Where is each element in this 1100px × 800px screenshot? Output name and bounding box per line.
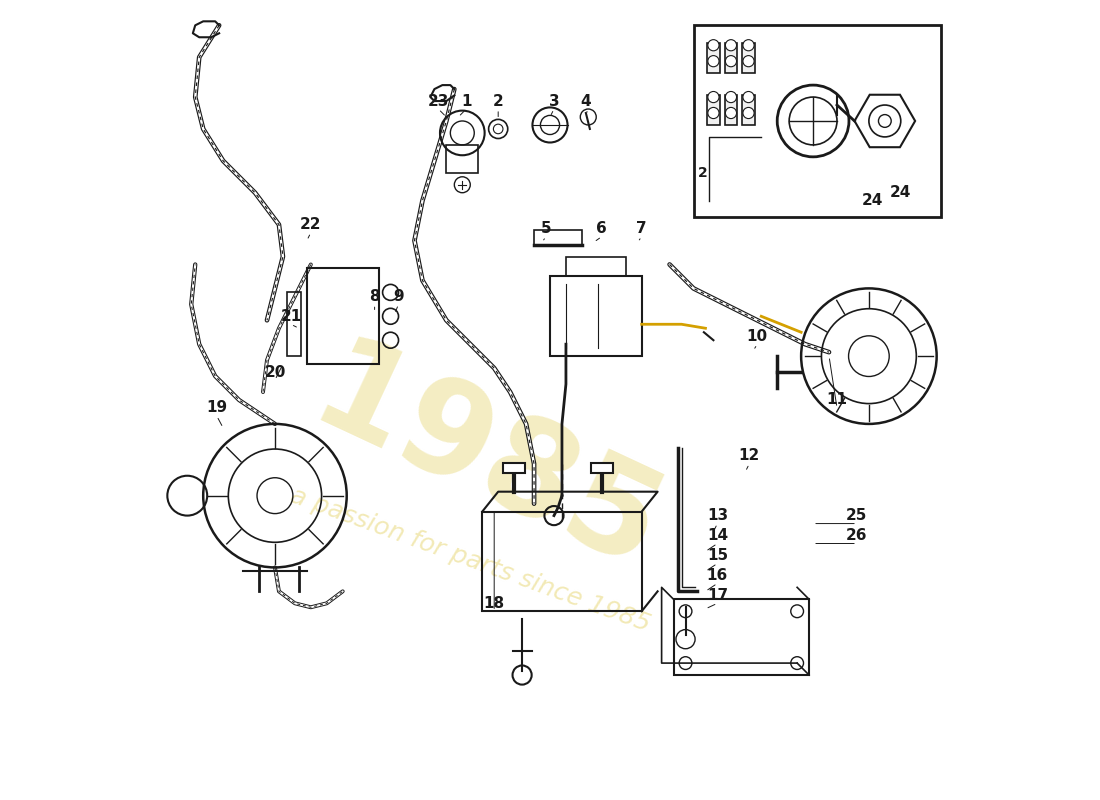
Bar: [535, 230, 582, 245]
Text: 2: 2: [698, 166, 708, 180]
Text: a passion for parts since 1985: a passion for parts since 1985: [287, 483, 653, 636]
Bar: [503, 463, 526, 474]
Bar: [725, 43, 737, 73]
Text: 4: 4: [581, 94, 591, 109]
Text: 9: 9: [393, 289, 404, 304]
Bar: [725, 94, 737, 125]
Text: 19: 19: [206, 401, 228, 415]
Text: 24: 24: [862, 193, 883, 208]
Bar: [693, 26, 940, 217]
Text: 17: 17: [707, 588, 728, 603]
Text: 6: 6: [596, 221, 607, 236]
Circle shape: [725, 56, 737, 66]
Text: 12: 12: [739, 448, 760, 463]
Bar: [565, 257, 626, 277]
Text: 16: 16: [707, 568, 728, 583]
Text: 24: 24: [890, 186, 912, 200]
Text: 5: 5: [541, 221, 551, 236]
Polygon shape: [855, 94, 915, 147]
Circle shape: [725, 40, 737, 51]
Text: 15: 15: [707, 548, 728, 563]
Text: 1: 1: [461, 94, 472, 109]
Circle shape: [708, 91, 719, 102]
Text: 1985: 1985: [293, 329, 680, 599]
Circle shape: [725, 91, 737, 102]
Circle shape: [742, 91, 755, 102]
Bar: [447, 145, 478, 173]
Bar: [673, 599, 810, 675]
Circle shape: [742, 56, 755, 66]
Text: 25: 25: [846, 508, 868, 523]
Text: 23: 23: [428, 94, 449, 109]
Bar: [707, 43, 719, 73]
Circle shape: [742, 107, 755, 118]
Bar: [742, 94, 755, 125]
Text: 22: 22: [300, 217, 321, 232]
Bar: [307, 269, 378, 364]
Text: 21: 21: [280, 309, 301, 324]
Text: 11: 11: [826, 393, 847, 407]
Bar: [742, 43, 755, 73]
Text: 13: 13: [707, 508, 728, 523]
Bar: [482, 512, 641, 611]
Text: 14: 14: [707, 528, 728, 543]
Text: 2: 2: [493, 94, 504, 109]
Circle shape: [708, 107, 719, 118]
Bar: [707, 94, 719, 125]
Text: 3: 3: [549, 94, 559, 109]
Text: 7: 7: [637, 221, 647, 236]
Bar: [550, 277, 641, 356]
Circle shape: [708, 40, 719, 51]
Bar: [591, 463, 613, 474]
Text: 10: 10: [747, 329, 768, 344]
Text: 26: 26: [846, 528, 868, 543]
Text: 8: 8: [370, 289, 379, 304]
Text: 18: 18: [484, 596, 505, 610]
Circle shape: [725, 107, 737, 118]
Circle shape: [708, 56, 719, 66]
Bar: [287, 292, 301, 356]
Circle shape: [742, 40, 755, 51]
Text: 20: 20: [264, 365, 286, 379]
